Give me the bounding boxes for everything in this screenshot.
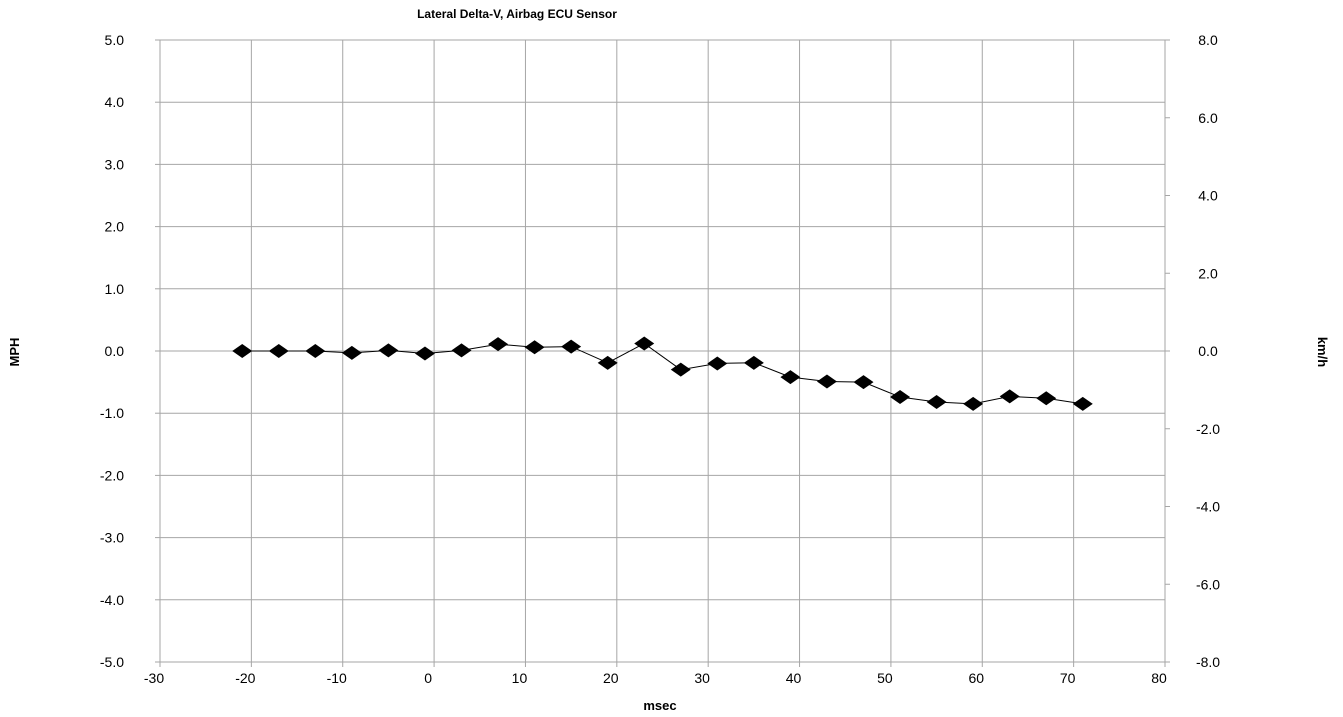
- y2-axis-label: km/h: [1315, 337, 1330, 367]
- y-tick-label: 3.0: [105, 156, 125, 172]
- y-tick-label: 2.0: [105, 219, 125, 235]
- data-point: [780, 370, 801, 385]
- data-point: [414, 346, 435, 361]
- data-point: [926, 395, 947, 410]
- x-tick-label: 30: [694, 670, 710, 686]
- x-tick-label: 0: [424, 670, 432, 686]
- data-point: [853, 375, 874, 390]
- y-tick-label: -2.0: [100, 467, 124, 483]
- data-point: [1036, 391, 1057, 406]
- plot-frame: [159, 39, 1166, 663]
- data-point: [524, 340, 545, 355]
- y2-tick-labels: 8.0 6.0 4.0 2.0 0.0 -2.0 -4.0 -6.0 -8.0: [1196, 32, 1220, 670]
- x-tick-label: 20: [603, 670, 619, 686]
- y-tick-label: -4.0: [100, 592, 124, 608]
- data-point: [890, 390, 911, 405]
- data-point: [378, 343, 399, 358]
- data-point: [1072, 396, 1093, 411]
- y-axis-label: MPH: [7, 338, 22, 367]
- y-tick-label: -5.0: [100, 654, 124, 670]
- y2-tick-label: -4.0: [1196, 499, 1220, 515]
- y-tick-label: -1.0: [100, 405, 124, 421]
- series-line: [242, 342, 1083, 405]
- data-point: [597, 355, 618, 370]
- data-point: [707, 356, 728, 371]
- x-tick-label: 40: [786, 670, 802, 686]
- y2-tick-label: -8.0: [1196, 654, 1220, 670]
- y2-tick-label: 4.0: [1198, 188, 1218, 204]
- data-point: [451, 343, 472, 358]
- data-point: [488, 337, 509, 352]
- data-point: [561, 339, 582, 354]
- axes: [155, 39, 1170, 667]
- chart-title: Lateral Delta-V, Airbag ECU Sensor: [417, 7, 617, 21]
- data-point: [999, 389, 1020, 404]
- y2-tick-label: -2.0: [1196, 421, 1220, 437]
- data-point: [634, 336, 655, 351]
- x-tick-labels: -30 -20 -10 0 10 20 30 40 50 60 70 80: [144, 670, 1167, 686]
- y-tick-label: 1.0: [105, 281, 125, 297]
- data-point: [816, 374, 837, 389]
- y2-tick-label: -6.0: [1196, 576, 1220, 592]
- series: [232, 336, 1093, 411]
- y-tick-labels: 5.0 4.0 3.0 2.0 1.0 0.0 -1.0 -2.0 -3.0 -4.0 -5.0: [100, 32, 124, 670]
- x-tick-label: -30: [144, 670, 164, 686]
- x-tick-label: 60: [968, 670, 984, 686]
- x-tick-label: 50: [877, 670, 893, 686]
- y-tick-label: -3.0: [100, 530, 124, 546]
- y2-tick-label: 0.0: [1198, 343, 1218, 359]
- x-axis-label: msec: [643, 698, 676, 713]
- y-tick-label: 4.0: [105, 94, 125, 110]
- data-point: [743, 355, 764, 370]
- data-point: [963, 396, 984, 411]
- data-point: [670, 362, 691, 377]
- x-tick-label: 70: [1060, 670, 1076, 686]
- data-point: [268, 344, 289, 358]
- y2-tick-label: 2.0: [1198, 265, 1218, 281]
- x-tick-label: -20: [235, 670, 255, 686]
- data-point: [305, 344, 326, 358]
- x-tick-label: -10: [327, 670, 347, 686]
- y-tick-label: 5.0: [105, 32, 125, 48]
- data-point: [232, 344, 253, 358]
- y2-tick-label: 8.0: [1198, 32, 1218, 48]
- x-tick-label: 10: [512, 670, 528, 686]
- x-tick-label: 80: [1151, 670, 1167, 686]
- y-tick-label: 0.0: [105, 343, 125, 359]
- data-point: [341, 345, 362, 360]
- y2-tick-label: 6.0: [1198, 110, 1218, 126]
